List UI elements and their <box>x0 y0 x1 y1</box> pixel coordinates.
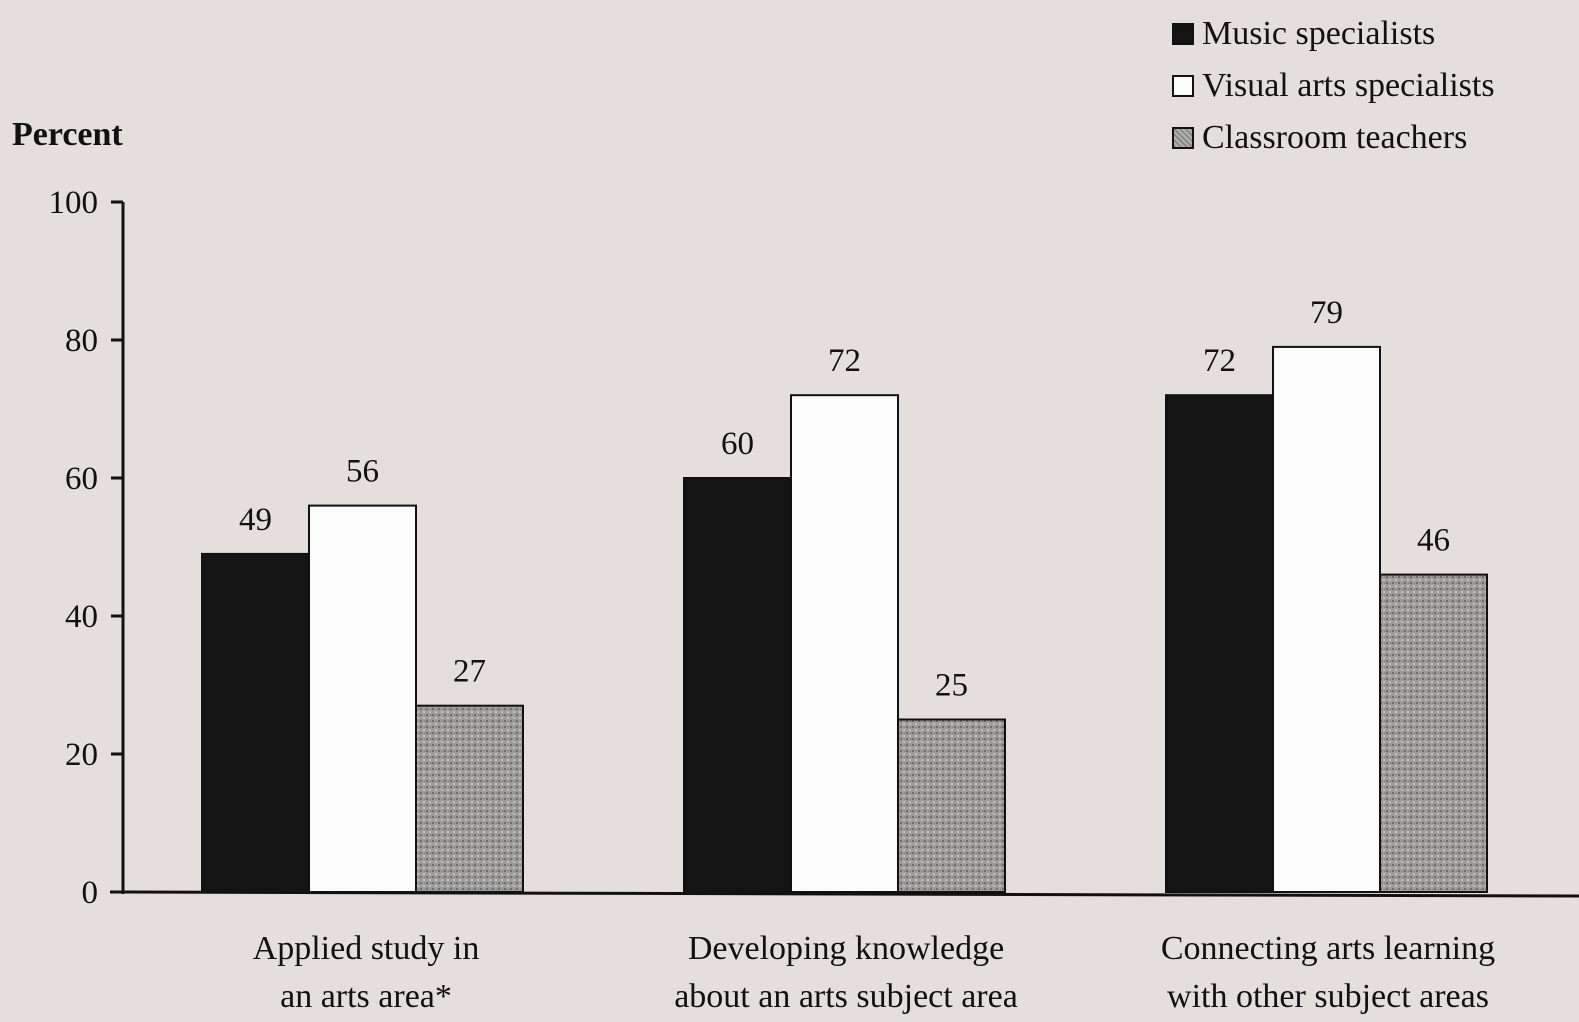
value-label: 25 <box>935 668 968 704</box>
y-tick-label: 40 <box>65 599 98 635</box>
value-label: 60 <box>721 426 754 462</box>
category-label-line: Developing knowledge <box>687 930 1005 967</box>
bar <box>415 704 524 894</box>
legend-swatch-visual-arts <box>1172 75 1194 97</box>
value-label: 27 <box>453 654 486 690</box>
category-label-applied: Applied study in an arts area* <box>156 925 576 1021</box>
y-tick-label: 20 <box>65 737 98 773</box>
bar <box>308 504 417 893</box>
category-label-line: an arts area* <box>280 978 452 1015</box>
category-label-connecting: Connecting arts learning with other subj… <box>1118 925 1538 1021</box>
legend-label-music: Music specialists <box>1202 15 1436 52</box>
bar <box>790 394 899 893</box>
legend-item-visual-arts: Visual arts specialists <box>1172 60 1495 112</box>
bar <box>1165 394 1274 893</box>
value-label: 56 <box>346 454 379 490</box>
category-label-line: with other subject areas <box>1167 978 1489 1015</box>
legend-swatch-classroom <box>1172 127 1194 149</box>
category-label-line: about an arts subject area <box>674 978 1018 1015</box>
legend-item-classroom: Classroom teachers <box>1172 112 1495 164</box>
y-axis-label: Percent <box>12 116 123 153</box>
bar <box>201 552 310 894</box>
legend-item-music: Music specialists <box>1172 8 1495 60</box>
category-label-line: Applied study in <box>252 930 480 967</box>
value-label: 46 <box>1417 523 1450 559</box>
value-label: 72 <box>828 343 861 379</box>
value-label: 49 <box>239 502 272 538</box>
bar <box>1272 345 1381 893</box>
legend-label-classroom: Classroom teachers <box>1202 119 1468 156</box>
legend-label-visual-arts: Visual arts specialists <box>1202 67 1495 104</box>
y-tick-label: 80 <box>65 323 98 359</box>
y-tick-label: 0 <box>82 875 99 911</box>
category-label-developing: Developing knowledge about an arts subje… <box>636 925 1056 1021</box>
bar <box>683 477 792 893</box>
legend-swatch-music <box>1172 23 1194 45</box>
category-label-line: Connecting arts learning <box>1160 930 1496 967</box>
legend: Music specialists Visual arts specialist… <box>1172 8 1495 164</box>
bar <box>1379 573 1488 893</box>
value-label: 79 <box>1310 295 1343 331</box>
bar <box>897 718 1006 893</box>
y-tick-label: 100 <box>49 185 99 221</box>
value-label: 72 <box>1203 343 1236 379</box>
y-tick-label: 60 <box>65 461 98 497</box>
